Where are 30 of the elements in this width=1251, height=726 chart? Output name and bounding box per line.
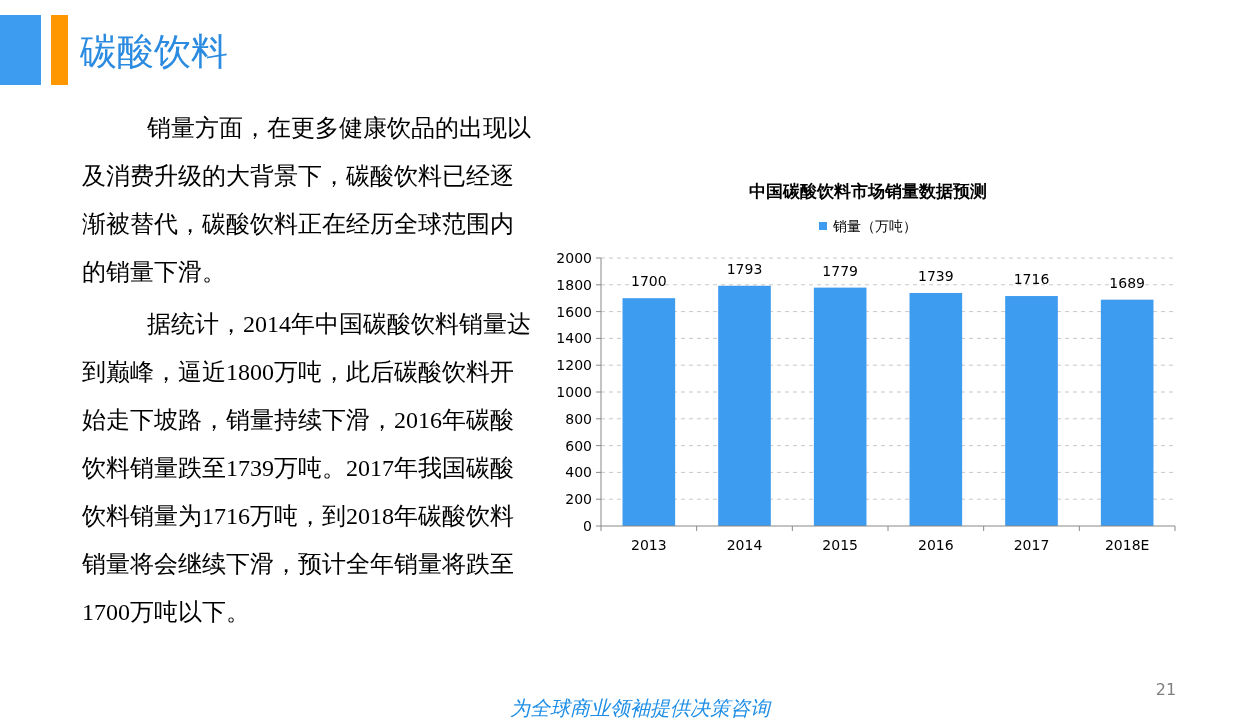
y-tick-label: 1000 bbox=[556, 384, 592, 400]
x-tick-label: 2016 bbox=[918, 537, 954, 553]
y-tick-label: 1400 bbox=[556, 330, 592, 347]
x-tick-label: 2014 bbox=[726, 537, 763, 553]
x-tick-label: 2015 bbox=[822, 537, 858, 553]
y-tick-label: 1200 bbox=[556, 357, 592, 374]
text: 为全球商业领袖提供决策咨询 bbox=[509, 695, 773, 722]
x-tick-label: 2017 bbox=[1013, 537, 1050, 553]
text: 销量方面，在更多健康饮品的出现以及消费升级的大背景下，碳酸饮料已经逐渐被替代，碳酸饮料正在经历全球范围内的销量下滑。 bbox=[82, 114, 532, 287]
data-label: 1716 bbox=[1013, 271, 1050, 288]
chart-title: 中国碳酸饮料市场销量数据预测 bbox=[749, 181, 987, 201]
data-label: 1689 bbox=[1109, 274, 1145, 291]
x-tick-label: 2018E bbox=[1104, 537, 1150, 553]
data-label: 1779 bbox=[822, 262, 858, 279]
y-tick-label: 400 bbox=[565, 464, 592, 481]
y-tick-label: 200 bbox=[565, 491, 592, 508]
text: 据统计，2014年中国碳酸饮料销量达到巅峰，逼近1800万吨，此后碳酸饮料开始走下坡路，销量持续下滑，2016年碳酸饮料销量跌至1739万吨。2017年我国碳酸饮料销量为1716万吨，到2018年碳酸饮料销量将会继续下滑，预计全年销量将跌至1700万吨以下。 bbox=[82, 310, 532, 627]
data-label: 1793 bbox=[726, 260, 763, 277]
x-tick-label: 2013 bbox=[631, 537, 667, 553]
data-label: 1739 bbox=[918, 267, 954, 284]
text: 21 bbox=[1154, 679, 1178, 701]
data-label: 1700 bbox=[631, 273, 667, 290]
y-tick-label: 800 bbox=[565, 410, 592, 427]
y-tick-label: 600 bbox=[565, 437, 592, 454]
y-tick-label: 0 bbox=[583, 518, 592, 534]
text: 碳酸饮料 bbox=[80, 29, 229, 75]
y-tick-label: 1600 bbox=[556, 303, 592, 320]
y-tick-label: 1800 bbox=[556, 276, 592, 293]
y-tick-label: 2000 bbox=[556, 250, 592, 266]
legend-label: 销量（万吨） bbox=[832, 218, 917, 234]
